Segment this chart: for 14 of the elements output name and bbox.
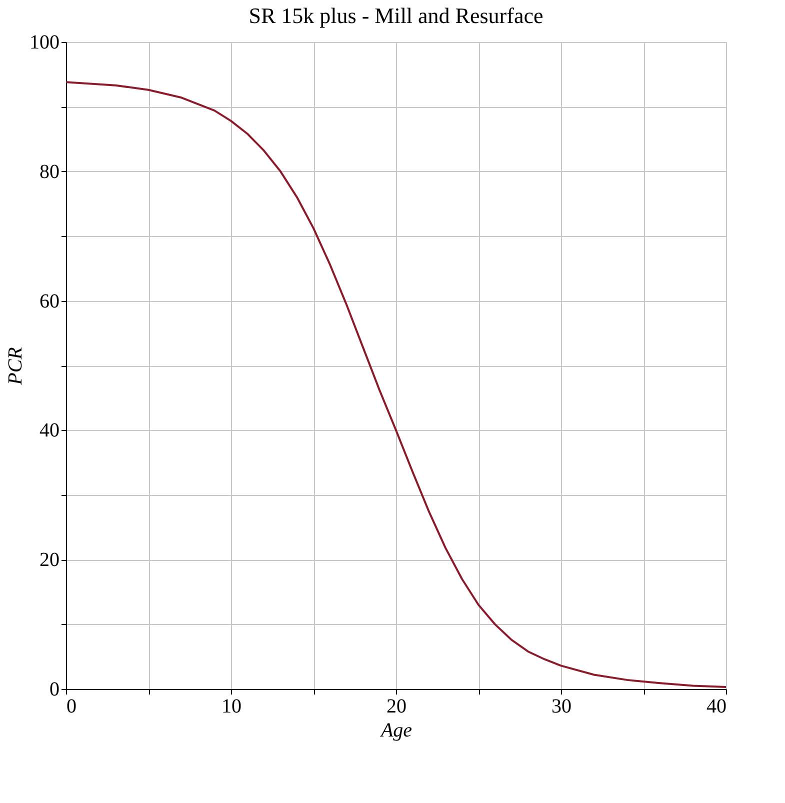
chart-title: SR 15k plus - Mill and Resurface [248, 3, 544, 28]
x-tick-label: 20 [386, 696, 406, 718]
x-tick-label: 30 [552, 696, 572, 718]
x-axis-title: Age [378, 720, 412, 742]
y-tick-label: 60 [40, 290, 60, 312]
y-tick-label: 0 [50, 678, 60, 700]
y-tick-label: 100 [30, 32, 60, 54]
x-tick-label: 40 [706, 696, 726, 718]
y-axis-title: PCR [4, 347, 26, 386]
y-tick-label: 20 [40, 549, 60, 572]
x-tick-label: 10 [222, 696, 242, 718]
y-tick-label: 40 [40, 420, 60, 442]
x-tick-label: 0 [66, 696, 76, 718]
y-tick-label: 80 [40, 160, 60, 183]
